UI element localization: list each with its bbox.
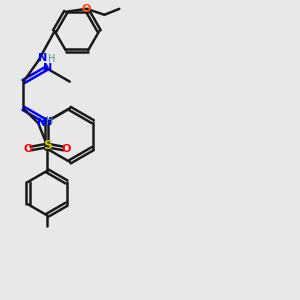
- Text: N: N: [37, 118, 46, 128]
- Text: H: H: [46, 116, 54, 126]
- Text: O: O: [23, 143, 33, 154]
- Text: N: N: [38, 53, 47, 63]
- Text: H: H: [48, 54, 55, 64]
- Text: S: S: [43, 139, 52, 152]
- Text: O: O: [62, 143, 71, 154]
- Text: N: N: [44, 117, 53, 127]
- Text: O: O: [82, 4, 91, 14]
- Text: N: N: [44, 63, 53, 73]
